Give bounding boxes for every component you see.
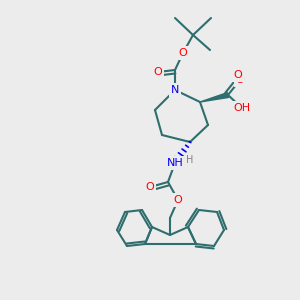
Text: NH: NH [167,158,183,168]
Text: H: H [186,155,194,165]
Text: O: O [174,195,182,205]
Text: O: O [146,182,154,192]
Text: OH: OH [233,103,250,113]
Text: O: O [154,67,162,77]
Polygon shape [200,93,229,102]
Text: O: O [178,48,188,58]
Text: N: N [171,85,179,95]
Text: O: O [236,75,244,85]
Text: O: O [234,70,242,80]
